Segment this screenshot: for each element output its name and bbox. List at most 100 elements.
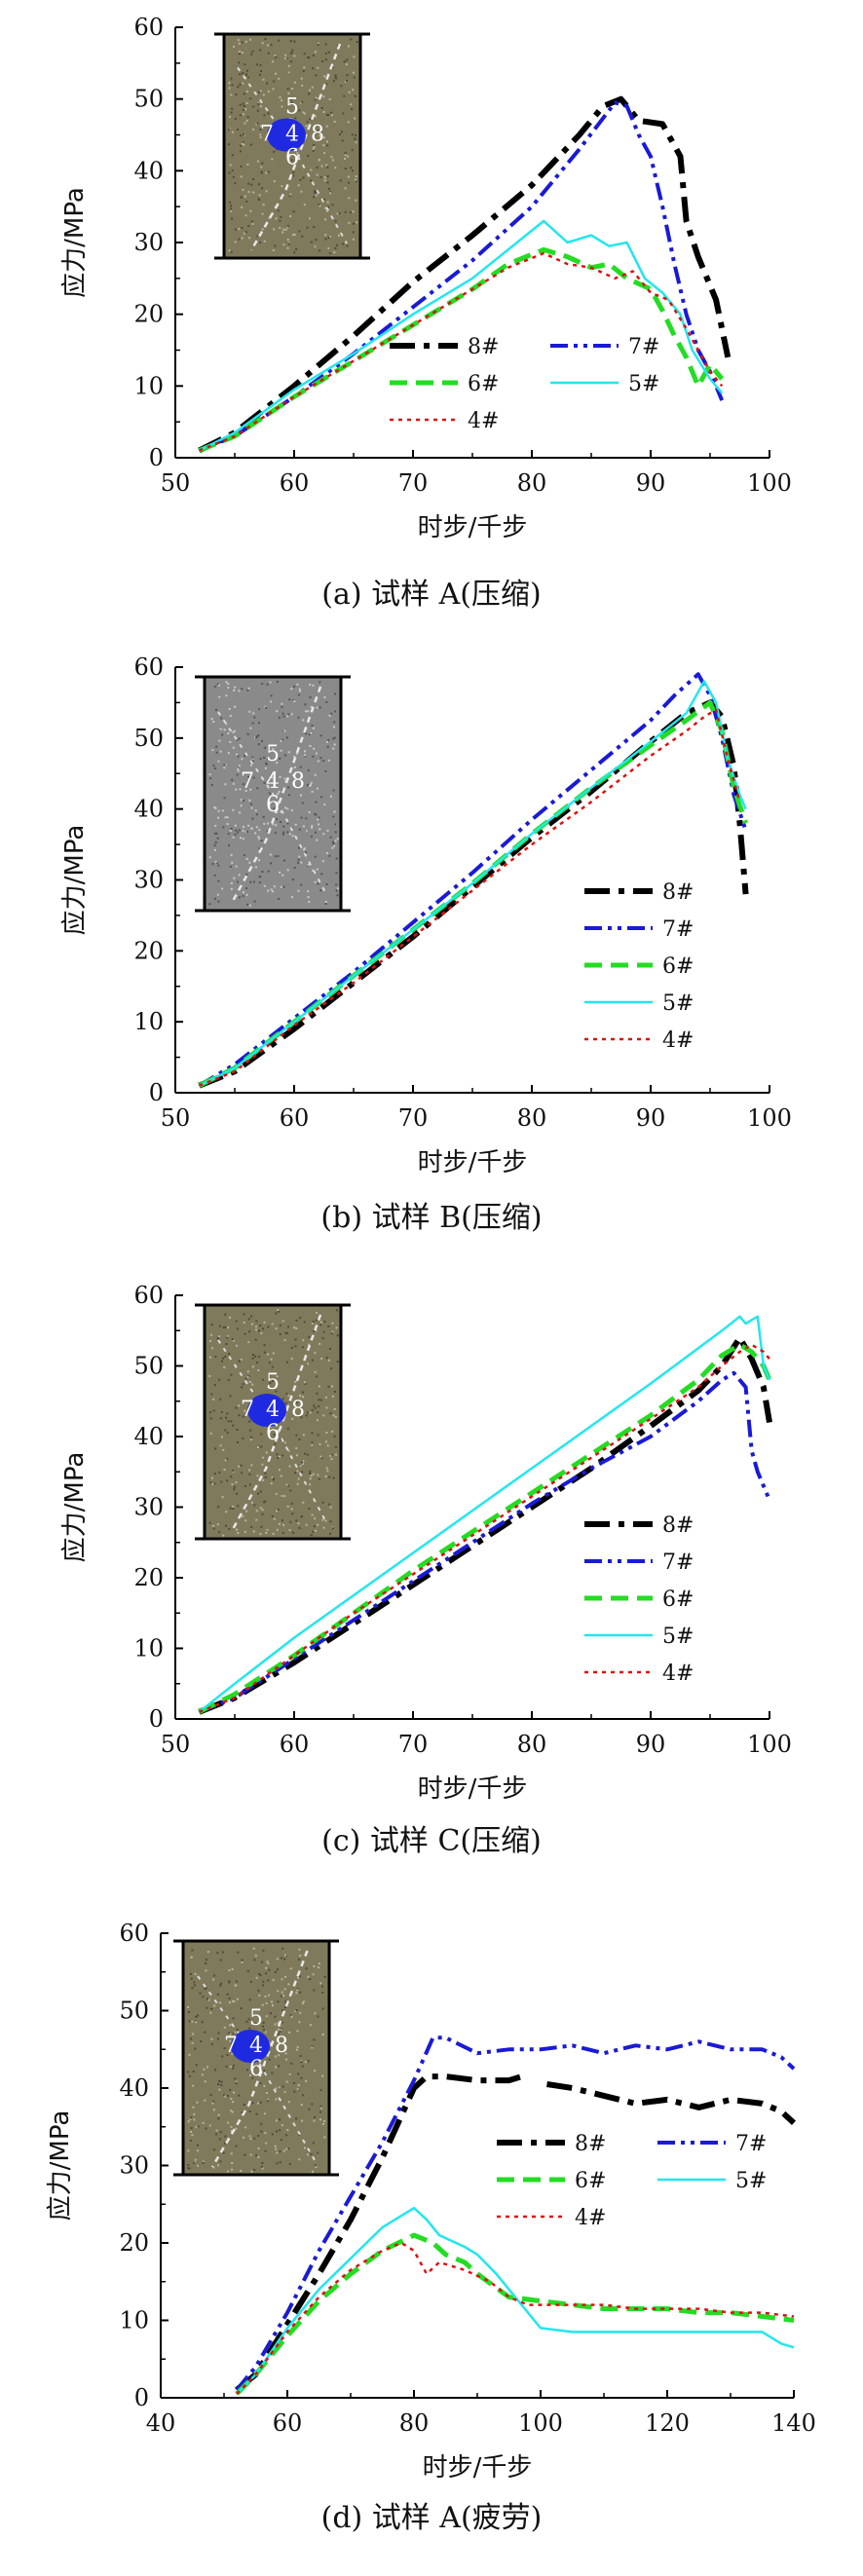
texture-speck: [298, 2158, 301, 2161]
texture-speck: [309, 684, 312, 686]
texture-speck: [247, 824, 250, 827]
texture-speck: [319, 757, 322, 760]
texture-speck: [295, 1401, 298, 1404]
texture-speck: [215, 708, 217, 711]
texture-speck: [310, 1475, 313, 1477]
texture-speck: [237, 1951, 240, 1954]
texture-speck: [293, 700, 296, 702]
texture-speck: [287, 786, 290, 789]
texture-speck: [313, 2119, 316, 2122]
texture-speck: [274, 855, 277, 858]
texture-speck: [248, 2027, 251, 2030]
texture-speck: [255, 2154, 257, 2157]
texture-speck: [253, 900, 256, 903]
texture-speck: [279, 820, 281, 823]
texture-speck: [277, 793, 280, 795]
measure-point-label: 6: [266, 1421, 280, 1445]
texture-speck: [228, 87, 231, 90]
texture-speck: [249, 38, 252, 41]
texture-speck: [294, 1472, 297, 1475]
texture-speck: [317, 1474, 319, 1476]
texture-speck: [212, 1398, 215, 1400]
texture-speck: [312, 67, 315, 70]
texture-speck: [332, 737, 335, 740]
texture-speck: [263, 822, 266, 825]
texture-speck: [248, 1998, 251, 2001]
texture-speck: [268, 2042, 271, 2045]
texture-speck: [276, 2151, 279, 2154]
texture-speck: [197, 2149, 200, 2152]
texture-speck: [231, 2162, 234, 2164]
texture-speck: [235, 1984, 238, 1987]
texture-speck: [218, 2138, 221, 2141]
texture-speck: [270, 44, 273, 47]
texture-speck: [313, 1525, 316, 1528]
texture-speck: [299, 178, 302, 181]
texture-speck: [235, 93, 238, 95]
texture-speck: [319, 2110, 321, 2113]
texture-speck: [323, 75, 326, 78]
texture-speck: [244, 1409, 246, 1412]
texture-speck: [229, 1395, 232, 1398]
texture-speck: [319, 889, 322, 892]
texture-speck: [275, 824, 278, 827]
texture-speck: [255, 1325, 257, 1328]
texture-speck: [246, 1376, 249, 1379]
texture-speck: [250, 827, 253, 830]
texture-speck: [316, 191, 318, 193]
texture-speck: [279, 1332, 281, 1335]
texture-speck: [322, 1330, 325, 1333]
texture-speck: [298, 1975, 301, 1978]
texture-speck: [292, 1531, 295, 1534]
texture-speck: [195, 2125, 198, 2128]
texture-speck: [322, 833, 325, 836]
texture-speck: [204, 2031, 206, 2034]
texture-speck: [275, 56, 278, 58]
texture-speck: [266, 1960, 269, 1963]
texture-speck: [302, 176, 305, 179]
texture-speck: [247, 1341, 250, 1344]
texture-speck: [334, 167, 337, 169]
texture-speck: [263, 2070, 266, 2072]
texture-speck: [270, 888, 273, 891]
texture-speck: [280, 885, 282, 888]
texture-speck: [238, 1360, 241, 1363]
texture-speck: [267, 52, 270, 55]
texture-speck: [215, 2133, 217, 2136]
texture-speck: [227, 1420, 230, 1423]
texture-speck: [352, 71, 355, 74]
texture-speck: [243, 1313, 245, 1316]
texture-speck: [245, 2020, 248, 2023]
texture-speck: [263, 240, 266, 243]
texture-speck: [306, 226, 309, 229]
texture-speck: [227, 1379, 230, 1382]
texture-speck: [294, 1338, 297, 1341]
texture-speck: [282, 1523, 285, 1526]
texture-speck: [271, 60, 274, 63]
texture-speck: [313, 226, 316, 228]
texture-speck: [268, 2058, 271, 2061]
texture-speck: [333, 844, 336, 847]
texture-speck: [326, 181, 329, 184]
texture-speck: [272, 1352, 275, 1355]
texture-speck: [286, 246, 289, 249]
texture-speck: [218, 2088, 221, 2091]
texture-speck: [279, 775, 281, 778]
texture-speck: [193, 2118, 196, 2121]
texture-speck: [246, 2069, 248, 2072]
texture-speck: [204, 2080, 206, 2083]
texture-speck: [244, 195, 246, 198]
texture-speck: [214, 806, 217, 809]
x-axis-title: 时步/千步: [418, 1774, 528, 1804]
texture-speck: [302, 2000, 305, 2003]
texture-speck: [286, 88, 289, 91]
texture-speck: [309, 118, 312, 121]
texture-speck: [308, 1335, 311, 1338]
texture-speck: [305, 710, 307, 713]
texture-speck: [253, 1504, 256, 1507]
texture-speck: [272, 88, 275, 91]
texture-speck: [314, 812, 317, 815]
texture-speck: [327, 1503, 330, 1506]
texture-speck: [288, 100, 291, 103]
